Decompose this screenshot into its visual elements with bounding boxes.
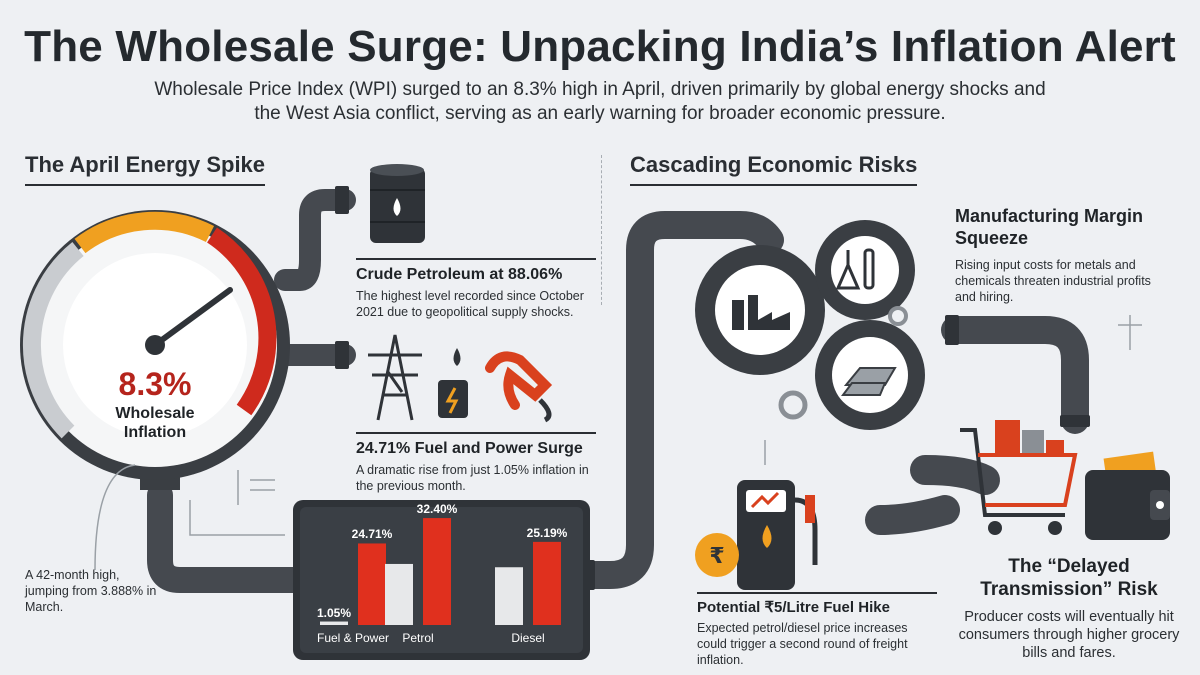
- page-subtitle: Wholesale Price Index (WPI) surged to an…: [154, 79, 1046, 124]
- inflation-gauge: [20, 210, 290, 490]
- chart-data-label: 1.05%: [316, 605, 352, 620]
- manufacturing-heading: Manufacturing Margin Squeeze: [955, 206, 1143, 248]
- fuel-pump-icon: ₹: [695, 480, 818, 590]
- chart-category-label: Fuel & Power: [316, 631, 390, 645]
- section-heading-economic-risks: Cascading Economic Risks: [630, 152, 918, 186]
- metal-bars-icon: [841, 367, 897, 396]
- chart-panel: [293, 500, 590, 660]
- power-tower-icon: [368, 334, 422, 421]
- manufacturing-text: Rising input costs for metals and chemic…: [955, 258, 1151, 304]
- fuel-hike-text: Expected petrol/diesel price increases c…: [697, 621, 908, 667]
- connector-lines: [94, 315, 1142, 571]
- delayed-heading: The “Delayed Transmission” Risk: [980, 556, 1158, 600]
- fuel-heading: 24.71% Fuel and Power Surge: [356, 432, 596, 458]
- delayed-transmission-callout: The “Delayed Transmission” Risk Producer…: [958, 555, 1180, 662]
- chart-bars: [320, 518, 561, 625]
- shopping-cart-icon: [960, 420, 1078, 535]
- fuel-hike-heading: Potential ₹5/Litre Fuel Hike: [697, 592, 937, 616]
- section-divider: [601, 155, 602, 305]
- pipe-network: [147, 189, 1089, 593]
- delayed-text: Producer costs will eventually hit consu…: [958, 609, 1180, 661]
- gears-illustration: [695, 220, 925, 430]
- chart-bar: [495, 567, 523, 625]
- crude-petroleum-callout: Crude Petroleum at 88.06% The highest le…: [356, 258, 596, 320]
- chart-category-label: Petrol: [402, 631, 434, 645]
- chart-data-label: 24.71%: [351, 527, 393, 542]
- chart-bar: [385, 563, 413, 625]
- oil-barrel-icon: [370, 164, 425, 243]
- oil-drop-icon: [453, 348, 461, 366]
- wallet-icon: [1085, 451, 1170, 540]
- fuel-hike-callout: Potential ₹5/Litre Fuel Hike Expected pe…: [697, 592, 937, 668]
- gauge-label: Wholesale Inflation: [115, 405, 195, 441]
- section-heading-energy-spike: The April Energy Spike: [25, 152, 266, 186]
- crude-text: The highest level recorded since October…: [356, 289, 584, 319]
- page-title: The Wholesale Surge: Unpacking India’s I…: [24, 22, 1176, 71]
- chart-bar: [533, 541, 561, 625]
- svg-text:₹: ₹: [709, 544, 724, 569]
- chart-bar: [320, 621, 348, 625]
- chart-data-label: 25.19%: [526, 525, 568, 540]
- fuel-nozzle-icon: [438, 351, 553, 423]
- fuel-text: A dramatic rise from just 1.05% inflatio…: [356, 463, 589, 493]
- chart-category-label: Diesel: [511, 631, 545, 645]
- chart-data-label: 32.40%: [416, 502, 458, 517]
- flask-icon: [835, 248, 875, 290]
- factory-icon: [730, 295, 790, 330]
- chart-bar: [423, 518, 451, 625]
- fuel-power-callout: 24.71% Fuel and Power Surge A dramatic r…: [356, 432, 596, 494]
- manufacturing-callout: Manufacturing Margin Squeeze Rising inpu…: [955, 205, 1165, 305]
- crude-heading: Crude Petroleum at 88.06%: [356, 258, 596, 284]
- gauge-value: 8.3%: [118, 366, 192, 402]
- side-note: A 42-month high, jumping from 3.888% in …: [25, 568, 157, 614]
- chart-bar: [358, 543, 386, 625]
